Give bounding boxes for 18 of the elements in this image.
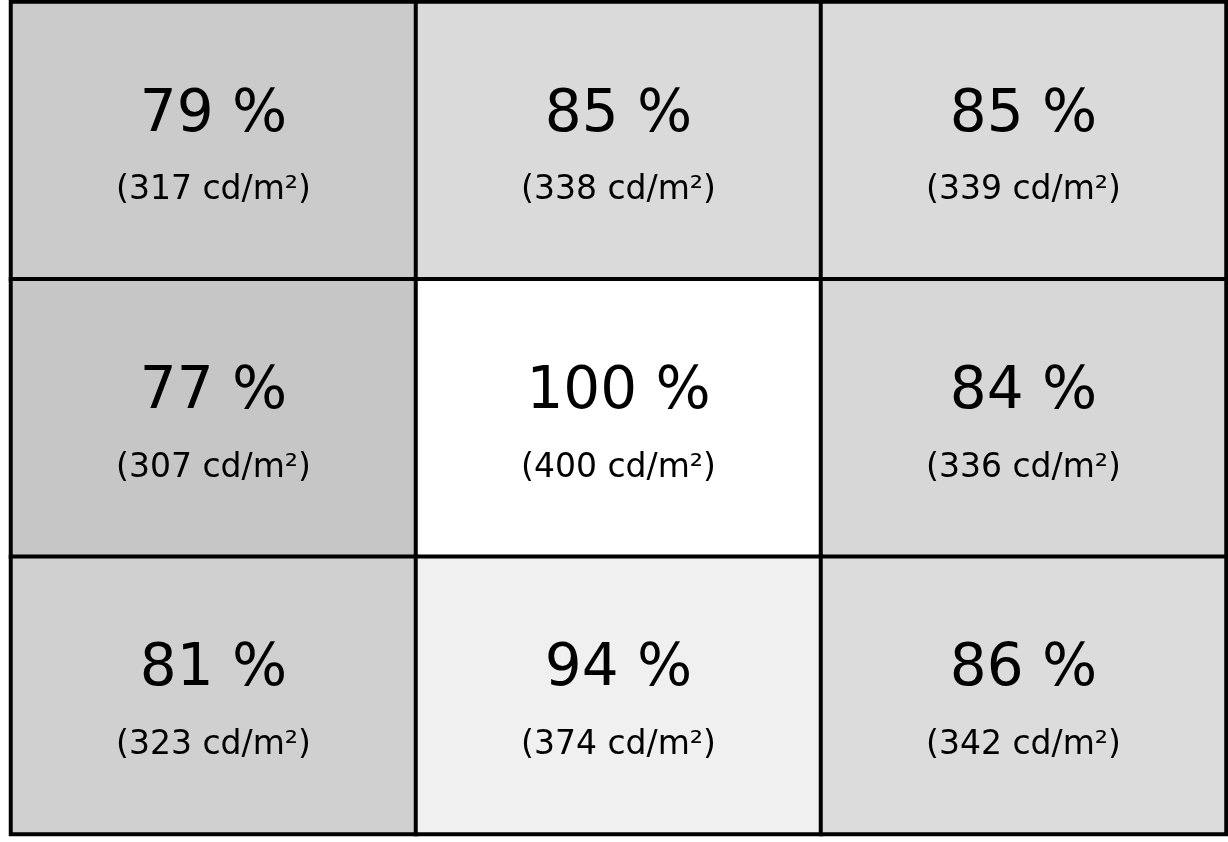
data-label: 100 % [526,354,711,422]
data-label: 84 % [949,354,1098,422]
data-label: 81 % [139,631,288,700]
data-label: 85 % [544,76,693,145]
annotation: (323 cd/m²) [116,722,311,762]
annotation: (400 cd/m²) [521,445,716,485]
data-label: 86 % [949,631,1098,700]
annotation: (339 cd/m²) [926,168,1121,208]
annotation: (307 cd/m²) [116,445,311,485]
annotation: (338 cd/m²) [521,168,716,208]
annotation: (342 cd/m²) [926,722,1121,762]
annotation: (317 cd/m²) [116,168,311,208]
data-label: 94 % [544,631,693,700]
annotation: (336 cd/m²) [926,445,1121,485]
data-label: 77 % [139,354,288,422]
data-label: 79 % [139,76,288,145]
data-label: 85 % [949,76,1098,145]
annotation: (374 cd/m²) [521,722,716,762]
